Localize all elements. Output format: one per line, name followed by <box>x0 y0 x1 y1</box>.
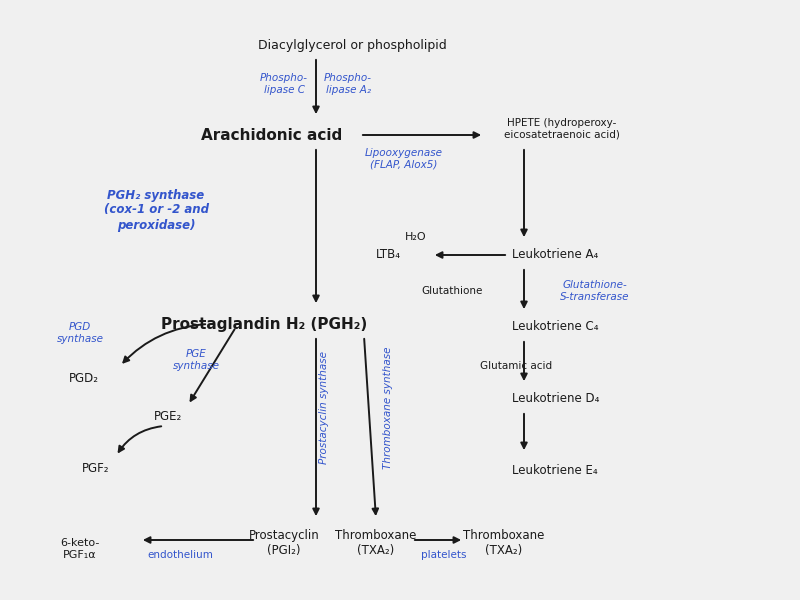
Text: Prostacyclin synthase: Prostacyclin synthase <box>319 352 329 464</box>
Text: Thromboxane
(TXA₂): Thromboxane (TXA₂) <box>335 529 417 557</box>
Text: Glutathione-
S-transferase: Glutathione- S-transferase <box>560 280 630 302</box>
Text: Lipooxygenase
(FLAP, Alox5): Lipooxygenase (FLAP, Alox5) <box>365 148 443 170</box>
Text: Thromboxane
(TXA₂): Thromboxane (TXA₂) <box>463 529 545 557</box>
Text: HPETE (hydroperoxy-
eicosatetraenoic acid): HPETE (hydroperoxy- eicosatetraenoic aci… <box>504 118 620 140</box>
Text: Arachidonic acid: Arachidonic acid <box>202 127 342 142</box>
Text: PGD
synthase: PGD synthase <box>57 322 103 344</box>
Text: platelets: platelets <box>422 550 466 560</box>
Text: Thromboxane synthase: Thromboxane synthase <box>383 347 393 469</box>
Text: PGH₂ synthase
(cox-1 or -2 and
peroxidase): PGH₂ synthase (cox-1 or -2 and peroxidas… <box>103 188 209 232</box>
Text: Leukotriene D₄: Leukotriene D₄ <box>512 392 599 406</box>
Text: PGE
synthase: PGE synthase <box>173 349 219 371</box>
Text: Leukotriene A₄: Leukotriene A₄ <box>512 248 598 262</box>
Text: 6-keto-
PGF₁α: 6-keto- PGF₁α <box>60 538 100 560</box>
Text: Leukotriene C₄: Leukotriene C₄ <box>512 320 598 334</box>
Text: Prostacyclin
(PGI₂): Prostacyclin (PGI₂) <box>249 529 319 557</box>
Text: Prostaglandin H₂ (PGH₂): Prostaglandin H₂ (PGH₂) <box>161 317 367 331</box>
Text: H₂O: H₂O <box>405 232 427 242</box>
Text: Phospho-
lipase C: Phospho- lipase C <box>260 73 308 95</box>
Text: PGE₂: PGE₂ <box>154 410 182 424</box>
Text: Glutamic acid: Glutamic acid <box>480 361 552 371</box>
Text: Leukotriene E₄: Leukotriene E₄ <box>512 464 598 478</box>
Text: Diacylglycerol or phospholipid: Diacylglycerol or phospholipid <box>258 38 446 52</box>
Text: Phospho-
lipase A₂: Phospho- lipase A₂ <box>324 73 372 95</box>
Text: LTB₄: LTB₄ <box>375 248 401 262</box>
Text: Glutathione: Glutathione <box>422 286 482 296</box>
Text: PGF₂: PGF₂ <box>82 461 110 475</box>
Text: PGD₂: PGD₂ <box>69 371 99 385</box>
Text: endothelium: endothelium <box>147 550 213 560</box>
